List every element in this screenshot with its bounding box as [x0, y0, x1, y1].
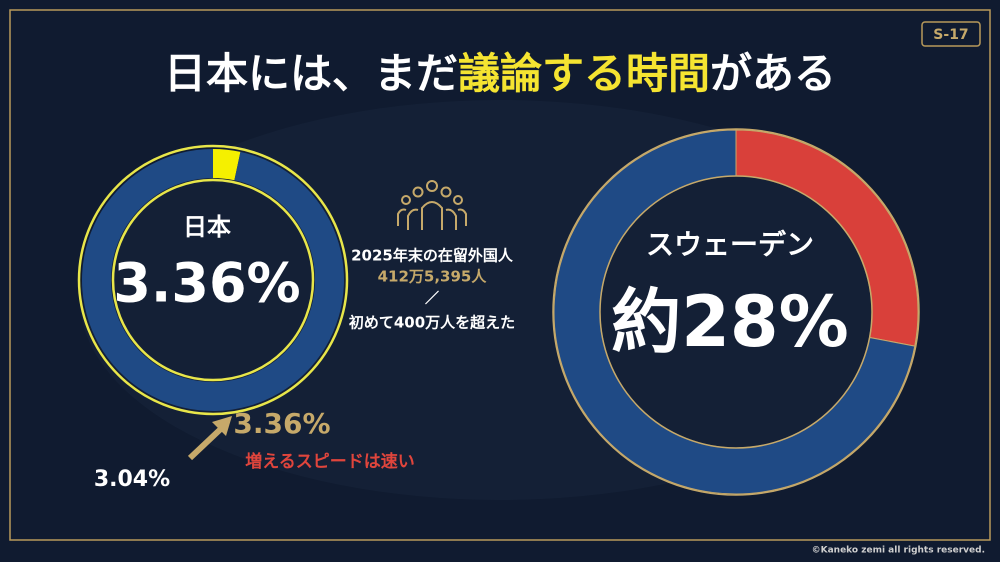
residents-separator: ／: [425, 291, 439, 307]
residents-count: 412万5,395人: [378, 268, 488, 286]
donut-title: 日本: [183, 213, 231, 241]
copyright: ©Kaneko zemi all rights reserved.: [812, 546, 985, 556]
title-segment: 議論する時間: [458, 49, 710, 98]
donut-outline: [111, 178, 315, 382]
donut-outline: [552, 128, 920, 496]
donut-value-label: 約28%: [611, 281, 849, 363]
donut-outline: [599, 175, 873, 449]
donut-segment: [213, 149, 241, 181]
donut-title: スウェーデン: [646, 228, 814, 261]
donut-outline: [77, 144, 349, 416]
frame: [9, 9, 991, 541]
title-segment: がある: [710, 49, 836, 98]
residents-note: 初めて400万人を超えた: [349, 314, 515, 332]
people-icon: [397, 180, 467, 230]
slide-id: S-17: [933, 27, 968, 43]
title-segment: 日本には、まだ: [164, 49, 458, 98]
donut-value-label: 3.36%: [113, 252, 300, 315]
growth-to: 3.36%: [233, 407, 330, 440]
growth-from: 3.04%: [94, 467, 170, 492]
slide-id-box: [921, 21, 981, 47]
title: 日本には、まだ議論する時間がある: [164, 49, 836, 98]
residents-caption: 2025年末の在留外国人: [351, 247, 514, 265]
growth-arrowhead: [212, 416, 232, 436]
growth-note: 増えるスピードは速い: [245, 451, 415, 472]
